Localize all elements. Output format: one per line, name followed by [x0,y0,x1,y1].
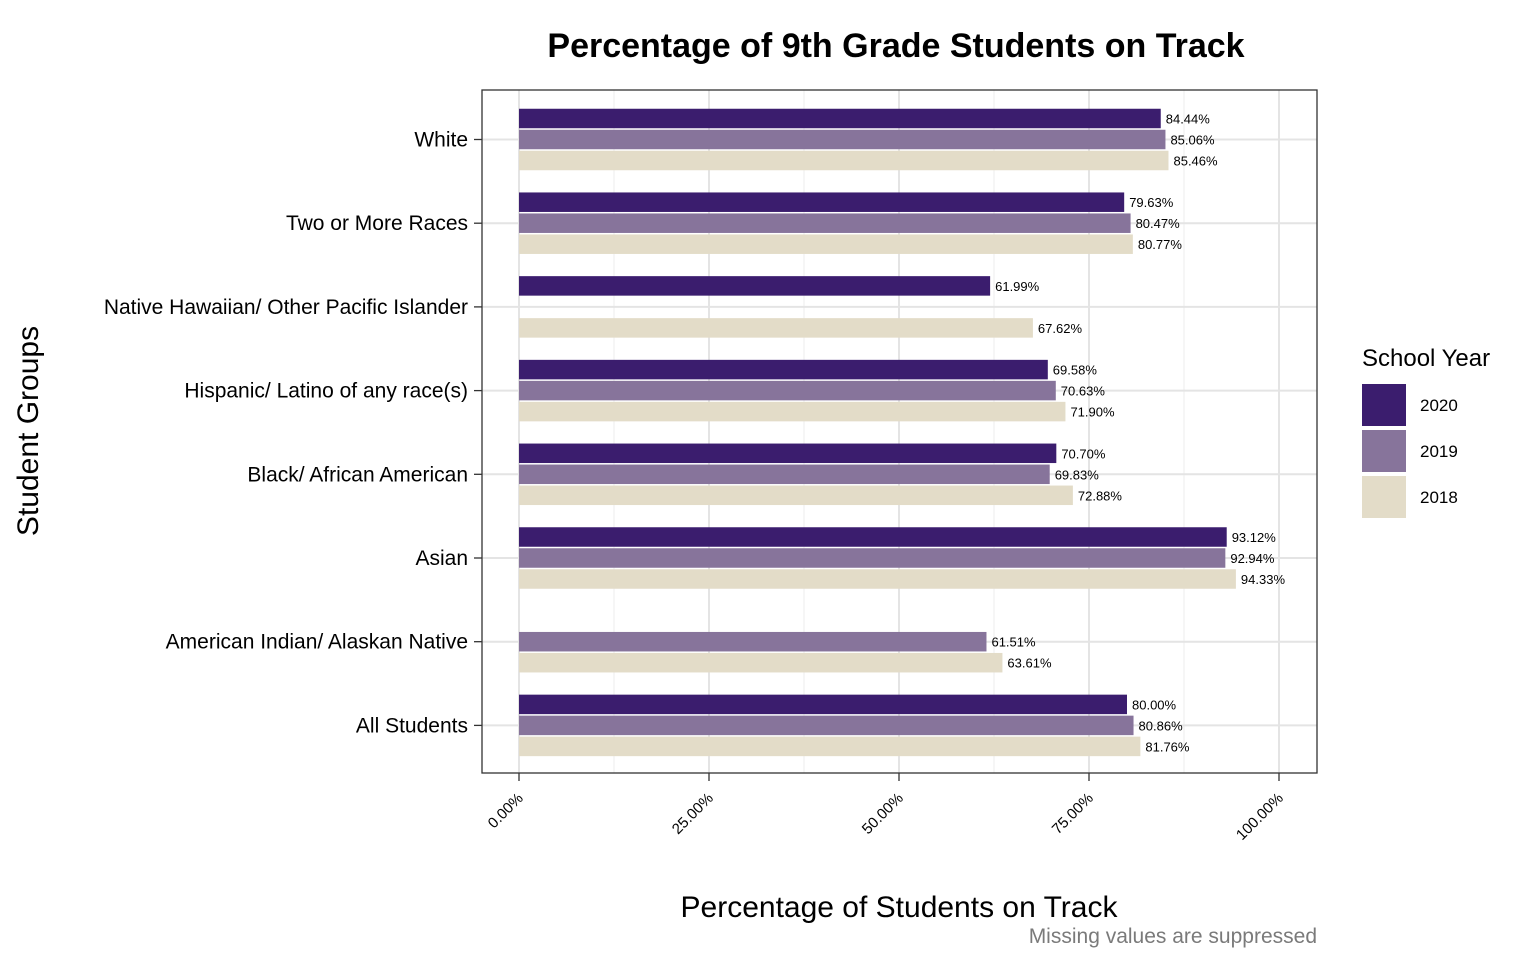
data-label: 93.12% [1232,530,1277,545]
bar [519,527,1227,547]
data-label: 85.46% [1173,154,1218,169]
data-label: 69.83% [1055,467,1100,482]
legend: School Year 2020 2019 2018 [1362,345,1490,518]
data-label: 92.94% [1230,551,1275,566]
caption: Missing values are suppressed [1029,925,1317,948]
data-label: 61.99% [995,279,1040,294]
data-label: 80.86% [1139,718,1184,733]
data-label: 70.63% [1061,384,1106,399]
chart-title: Percentage of 9th Grade Students on Trac… [547,27,1244,65]
bar [519,192,1125,212]
bar [519,359,1048,380]
data-label: 85.06% [1170,133,1215,148]
x-axis-title: Percentage of Students on Track [681,891,1119,924]
x-tick-label: 100.00% [1233,790,1287,844]
x-tick-label: 0.00% [485,790,527,832]
legend-title: School Year [1362,345,1490,372]
bar [519,213,1131,233]
bar [519,548,1226,568]
data-label: 84.44% [1166,112,1211,127]
legend-label: 2018 [1420,488,1458,507]
bar [519,443,1057,464]
category-label: Native Hawaiian/ Other Pacific Islander [104,296,468,319]
bar [519,485,1073,506]
bar [519,108,1161,129]
legend-swatch [1362,476,1406,518]
category-label: Black/ African American [247,463,468,486]
data-label: 70.70% [1061,446,1106,461]
data-label: 63.61% [1007,656,1052,671]
data-label: 72.88% [1078,488,1123,503]
data-label: 79.63% [1129,195,1174,210]
bar [519,401,1066,422]
data-label: 80.00% [1132,697,1177,712]
bar [519,150,1169,171]
legend-label: 2020 [1420,396,1458,415]
category-label: Hispanic/ Latino of any race(s) [184,380,468,403]
category-label: All Students [356,714,468,737]
bar [519,736,1141,757]
data-label: 69.58% [1053,363,1098,378]
category-label: White [414,129,468,152]
legend-label: 2019 [1420,442,1458,461]
bar-layer: 84.44% 85.06% 85.46% 79.63% 80.47% 80.77% 61.9… [519,108,1286,757]
data-label: 61.51% [991,635,1036,650]
category-label: American Indian/ Alaskan Native [166,631,468,654]
bar [519,129,1166,150]
category-label: Two or More Races [286,212,468,235]
bar [519,652,1003,673]
bar [519,318,1033,338]
bar [519,569,1236,589]
bar [519,234,1133,254]
data-label: 80.77% [1138,237,1183,252]
bar [519,631,987,652]
data-label: 67.62% [1038,321,1083,336]
y-axis-title: Student Groups [12,326,45,536]
x-tick-label: 50.00% [859,790,907,838]
legend-swatch [1362,384,1406,426]
legend-items: 2020 2019 2018 [1362,384,1458,518]
data-label: 80.47% [1136,216,1181,231]
bar [519,715,1134,736]
bar [519,276,991,296]
data-label: 94.33% [1241,572,1286,587]
category-label: Asian [415,547,468,570]
bar [519,380,1056,401]
data-label: 71.90% [1070,405,1115,420]
x-tick-label: 25.00% [669,790,717,838]
legend-swatch [1362,430,1406,472]
bar [519,694,1127,715]
x-tick-label: 75.00% [1049,790,1097,838]
bar [519,464,1050,485]
data-label: 81.76% [1145,739,1190,754]
